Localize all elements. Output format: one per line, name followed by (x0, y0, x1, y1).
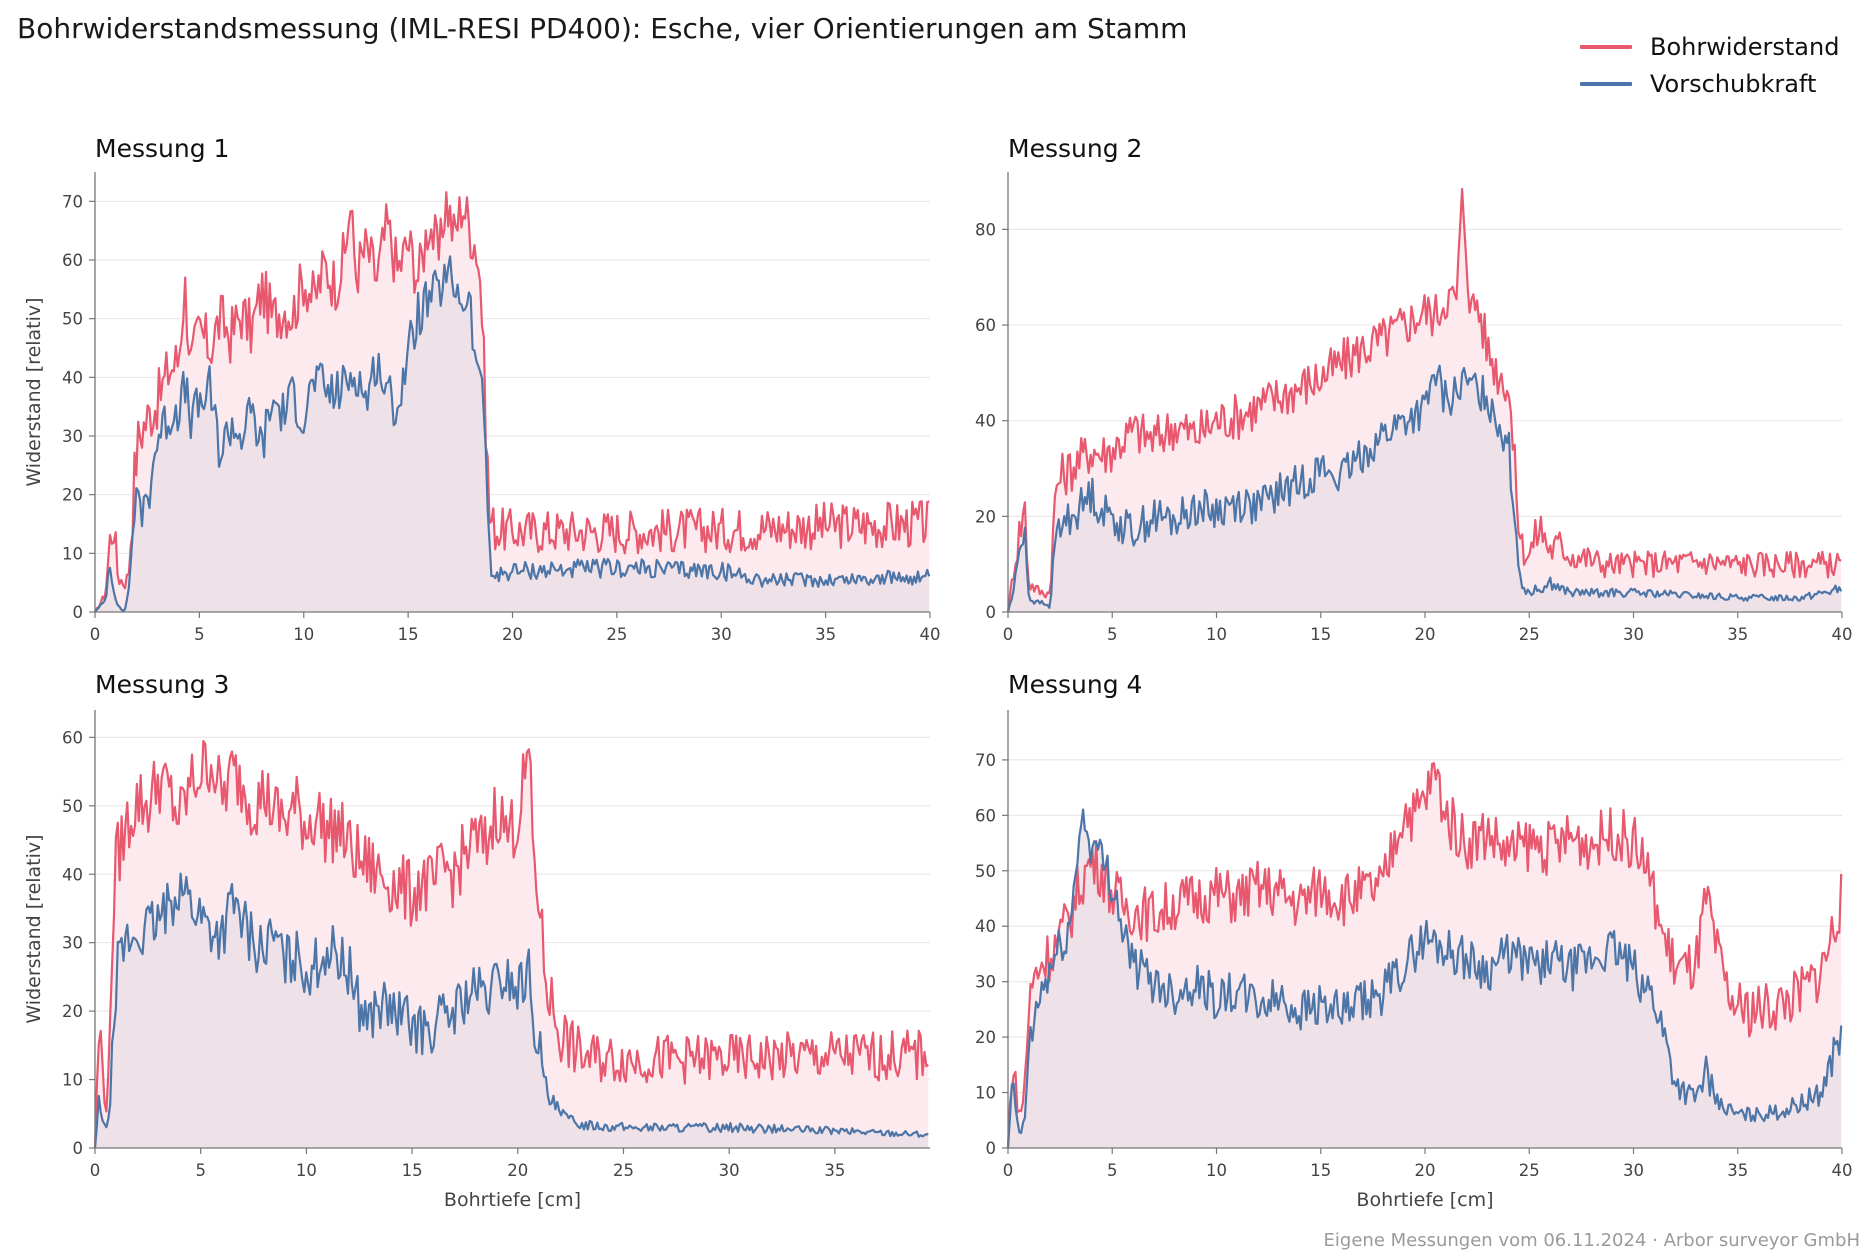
footer-source: Eigene Messungen vom 06.11.2024 · Arbor … (1323, 1230, 1860, 1251)
y-tick-label: 60 (62, 728, 83, 747)
y-tick-label: 10 (62, 544, 83, 563)
x-tick-label: 40 (920, 625, 941, 644)
y-tick-label: 0 (986, 603, 997, 622)
x-tick-label: 5 (194, 625, 205, 644)
x-tick-label: 5 (195, 1161, 206, 1180)
x-tick-label: 20 (502, 625, 523, 644)
area-vorschubkraft (95, 873, 929, 1148)
x-tick-label: 20 (507, 1161, 528, 1180)
panel-title: Messung 1 (95, 134, 229, 163)
x-tick-label: 20 (1415, 1161, 1436, 1180)
panel-title: Messung 2 (1008, 134, 1142, 163)
y-tick-label: 50 (62, 310, 83, 329)
line-bohrwiderstand (93, 740, 929, 1149)
y-tick-label: 70 (975, 751, 996, 770)
y-tick-label: 10 (62, 1071, 83, 1090)
area-vorschubkraft (95, 256, 930, 612)
x-tick-label: 10 (1206, 1161, 1227, 1180)
x-tick-label: 0 (1003, 1161, 1014, 1180)
y-axis-label: Widerstand [relativ] (23, 834, 45, 1023)
panel-title: Messung 3 (95, 670, 229, 699)
x-tick-label: 15 (1310, 1161, 1331, 1180)
x-tick-label: 15 (1310, 625, 1331, 644)
x-tick-label: 20 (1415, 625, 1436, 644)
x-tick-label: 10 (296, 1161, 317, 1180)
y-tick-label: 20 (62, 1002, 83, 1021)
y-tick-label: 40 (975, 917, 996, 936)
x-tick-label: 25 (613, 1161, 634, 1180)
line-bohrwiderstand (1006, 188, 1842, 613)
x-tick-label: 25 (1519, 625, 1540, 644)
y-tick-label: 40 (62, 368, 83, 387)
y-tick-label: 0 (73, 1139, 84, 1158)
line-bohrwiderstand (94, 191, 930, 613)
panel-3: 0 5 10 15 20 25 30 35 0 10 20 30 40 50 60 Messung 3 Wide… (23, 670, 930, 1211)
y-tick-label: 30 (62, 934, 83, 953)
x-tick-label: 40 (1832, 625, 1853, 644)
y-tick-label: 60 (975, 806, 996, 825)
legend-item-feed: Vorschubkraft (1580, 65, 1839, 102)
y-axis-label: Widerstand [relativ] (23, 297, 45, 486)
y-tick-label: 70 (62, 192, 83, 211)
x-tick-label: 25 (606, 625, 627, 644)
x-tick-label: 30 (1623, 625, 1644, 644)
x-tick-label: 15 (398, 625, 419, 644)
y-tick-label: 0 (986, 1139, 997, 1158)
y-tick-label: 50 (975, 862, 996, 881)
legend-item-resistance: Bohrwiderstand (1580, 28, 1839, 65)
x-tick-label: 40 (1832, 1161, 1853, 1180)
x-tick-label: 5 (1107, 625, 1118, 644)
x-tick-label: 15 (402, 1161, 423, 1180)
x-tick-label: 35 (815, 625, 836, 644)
y-tick-label: 20 (62, 486, 83, 505)
y-tick-label: 80 (975, 220, 996, 239)
x-tick-label: 5 (1107, 1161, 1118, 1180)
y-tick-label: 0 (73, 603, 84, 622)
x-tick-label: 0 (1003, 625, 1014, 644)
x-axis-label: Bohrtiefe [cm] (1356, 1189, 1493, 1211)
legend: Bohrwiderstand Vorschubkraft (1580, 28, 1839, 102)
x-tick-label: 35 (824, 1161, 845, 1180)
line-vorschubkraft (93, 872, 929, 1149)
x-tick-label: 35 (1727, 1161, 1748, 1180)
x-tick-label: 0 (90, 625, 101, 644)
legend-label-resistance: Bohrwiderstand (1650, 32, 1840, 61)
x-tick-label: 25 (1519, 1161, 1540, 1180)
x-tick-label: 30 (719, 1161, 740, 1180)
y-tick-label: 50 (62, 797, 83, 816)
line-vorschubkraft (1006, 364, 1843, 613)
legend-swatch-feed (1580, 81, 1632, 86)
y-tick-label: 10 (975, 1084, 996, 1103)
panel-1: 0 5 10 15 20 25 30 35 40 0 10 20 30 40 50 60 70 Messung 1… (23, 134, 941, 644)
panel-title: Messung 4 (1008, 670, 1142, 699)
line-bohrwiderstand (1006, 762, 1843, 1149)
x-tick-label: 0 (90, 1161, 101, 1180)
y-tick-label: 40 (975, 412, 996, 431)
panel-2: 0 5 10 15 20 25 30 35 40 0 20 40 60 80 Messung 2 (975, 134, 1853, 644)
line-vorschubkraft (1006, 808, 1843, 1149)
line-vorschubkraft (94, 255, 931, 613)
legend-swatch-resistance (1580, 44, 1632, 49)
x-tick-label: 30 (711, 625, 732, 644)
x-tick-label: 35 (1727, 625, 1748, 644)
panel-4: 0 5 10 15 20 25 30 35 40 0 10 20 30 40 50 60 70 Messung 4… (975, 670, 1853, 1211)
area-vorschubkraft (1008, 809, 1842, 1148)
x-axis-label: Bohrtiefe [cm] (444, 1189, 581, 1211)
y-tick-label: 40 (62, 865, 83, 884)
y-tick-label: 30 (62, 427, 83, 446)
y-tick-label: 20 (975, 507, 996, 526)
legend-label-feed: Vorschubkraft (1650, 69, 1817, 98)
x-tick-label: 10 (1206, 625, 1227, 644)
area-vorschubkraft (1008, 365, 1842, 612)
x-tick-label: 10 (293, 625, 314, 644)
y-tick-label: 30 (975, 973, 996, 992)
y-tick-label: 20 (975, 1028, 996, 1047)
y-tick-label: 60 (62, 251, 83, 270)
x-tick-label: 30 (1623, 1161, 1644, 1180)
y-tick-label: 60 (975, 316, 996, 335)
chart-title: Bohrwiderstandsmessung (IML-RESI PD400):… (17, 12, 1188, 45)
